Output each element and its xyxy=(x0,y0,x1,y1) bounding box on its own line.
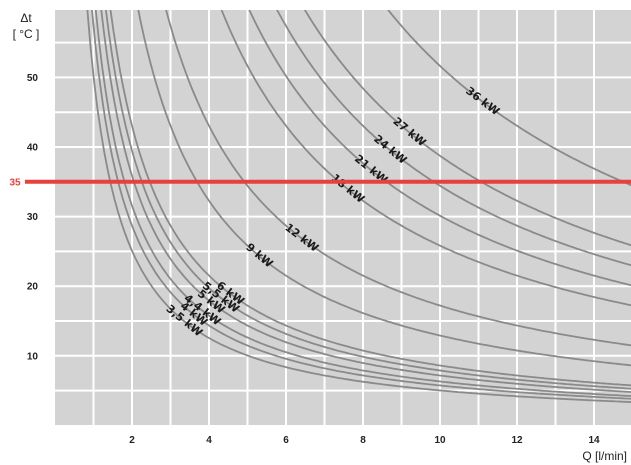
curve-18kw xyxy=(220,10,631,307)
x-tick-label: 14 xyxy=(588,435,600,446)
x-tick-label: 2 xyxy=(129,435,135,446)
curve-4kw xyxy=(91,10,631,400)
reference-line-label: 35 xyxy=(9,177,21,188)
x-tick-label: 8 xyxy=(360,435,366,446)
curve-24kw xyxy=(276,10,631,267)
x-axis-title: Q [l/min] xyxy=(582,449,627,463)
power-curves xyxy=(86,10,631,403)
x-tick-label: 4 xyxy=(206,435,212,446)
curve-9kw xyxy=(137,10,631,367)
y-axis-title-symbol: Δt xyxy=(20,11,32,25)
curve-36kw xyxy=(387,10,631,187)
y-axis-title-unit: [ °C ] xyxy=(13,27,40,41)
curve-5kw xyxy=(100,10,631,393)
curve-3-5kw xyxy=(86,10,631,403)
curve-21kw xyxy=(248,10,631,287)
x-tick-label: 6 xyxy=(283,435,289,446)
y-tick-label: 50 xyxy=(27,73,39,84)
reference-line-group: 35 xyxy=(9,177,631,188)
y-tick-label: 30 xyxy=(27,212,39,223)
y-tick-label: 20 xyxy=(27,282,39,293)
curve-4-4kw xyxy=(94,10,631,397)
y-tick-label: 10 xyxy=(27,351,39,362)
x-tick-label: 10 xyxy=(434,435,446,446)
grid xyxy=(55,10,631,425)
curve-5-5kw xyxy=(104,10,631,390)
y-tick-labels: 10 20 30 40 50 xyxy=(27,73,39,362)
curve-27kw xyxy=(303,10,631,247)
x-tick-labels: 2 4 6 8 10 12 14 xyxy=(129,435,600,446)
curve-6kw xyxy=(109,10,631,387)
y-tick-label: 40 xyxy=(27,143,39,154)
x-tick-label: 12 xyxy=(511,435,523,446)
